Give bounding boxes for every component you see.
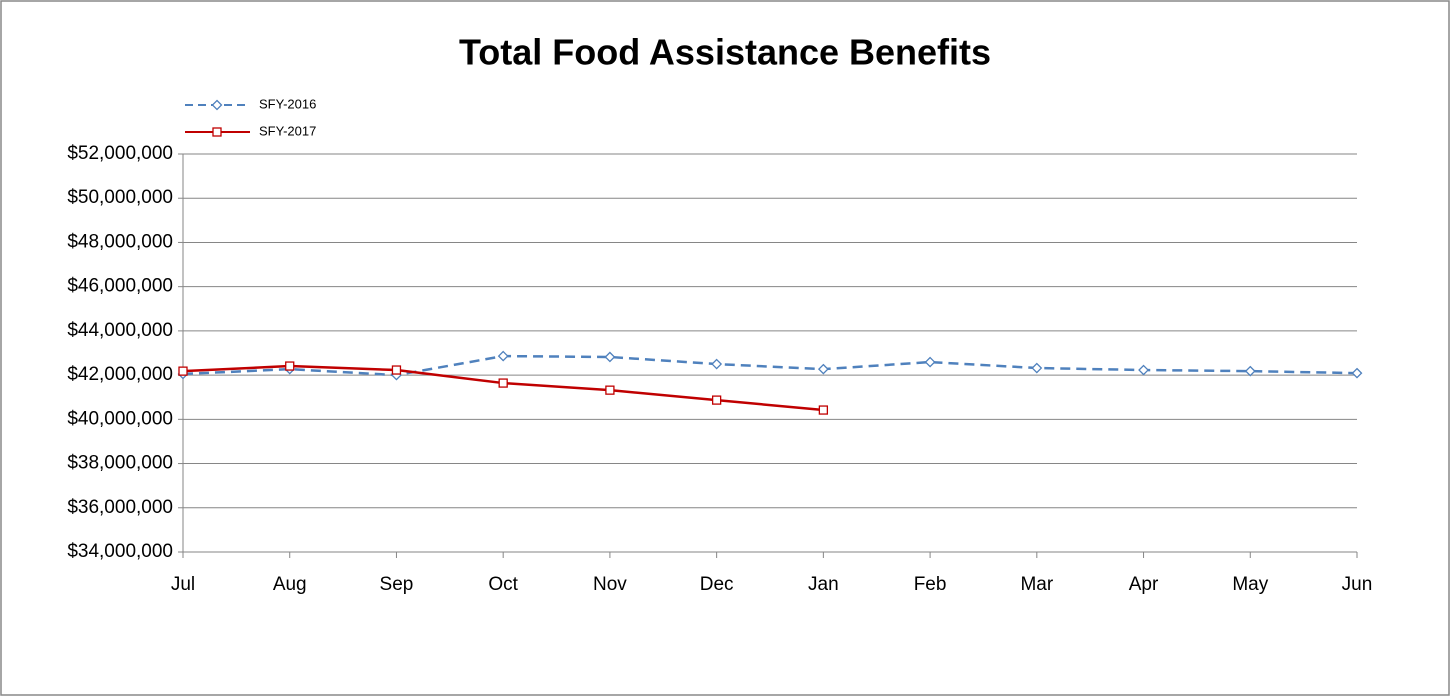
x-tick-label: Mar	[1020, 574, 1053, 595]
marker	[285, 361, 295, 371]
legend-label: SFY-2017	[259, 123, 316, 138]
y-tick-label: $44,000,000	[67, 320, 173, 341]
marker	[711, 395, 722, 405]
marker	[605, 385, 615, 395]
y-tick-label: $52,000,000	[67, 143, 173, 164]
x-tick-label: Jan	[808, 574, 839, 595]
marker	[1351, 367, 1363, 379]
marker	[817, 363, 829, 375]
x-tick-label: Jul	[171, 574, 195, 595]
marker	[711, 358, 723, 370]
marker	[497, 350, 509, 362]
chart-title: Total Food Assistance Benefits	[459, 32, 991, 73]
marker	[498, 378, 508, 388]
y-tick-label: $46,000,000	[67, 276, 173, 297]
x-tick-label: May	[1232, 574, 1268, 595]
y-tick-label: $34,000,000	[67, 541, 173, 562]
x-tick-label: Jun	[1342, 574, 1373, 595]
marker	[604, 351, 616, 363]
y-tick-label: $38,000,000	[67, 453, 173, 474]
x-tick-label: Feb	[914, 574, 947, 595]
y-tick-label: $50,000,000	[67, 187, 173, 208]
marker	[391, 365, 402, 375]
x-tick-label: Nov	[593, 574, 627, 595]
marker	[1138, 364, 1149, 376]
y-tick-label: $36,000,000	[67, 497, 173, 518]
x-tick-label: Oct	[488, 574, 518, 595]
series-line	[182, 354, 1358, 377]
y-tick-label: $48,000,000	[67, 231, 173, 252]
marker	[178, 366, 188, 376]
marker	[818, 405, 829, 415]
marker	[1244, 365, 1256, 377]
marker	[924, 356, 936, 368]
legend-marker	[212, 127, 222, 137]
x-tick-label: Apr	[1129, 574, 1159, 595]
x-tick-label: Aug	[273, 574, 307, 595]
x-tick-label: Sep	[380, 574, 414, 595]
legend-label: SFY-2016	[259, 96, 316, 111]
y-tick-label: $42,000,000	[67, 364, 173, 385]
x-tick-label: Dec	[700, 574, 734, 595]
legend-marker	[211, 99, 223, 111]
y-tick-label: $40,000,000	[67, 408, 173, 429]
marker	[1031, 362, 1043, 374]
